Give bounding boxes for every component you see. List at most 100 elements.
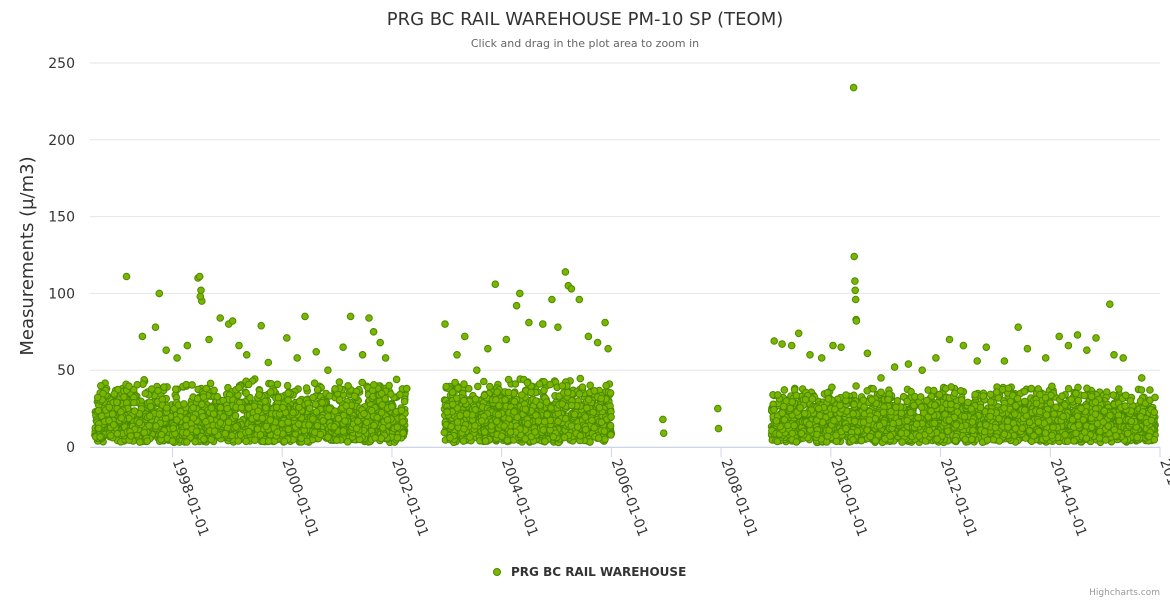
x-tick-label: 2016 bbox=[1156, 457, 1170, 496]
data-point bbox=[481, 428, 489, 436]
data-point bbox=[378, 401, 387, 409]
x-tick-label: 2002-01-01 bbox=[388, 457, 431, 539]
data-point bbox=[558, 382, 567, 390]
data-point bbox=[261, 397, 269, 406]
data-point bbox=[388, 402, 396, 411]
data-point bbox=[189, 414, 198, 422]
data-point bbox=[284, 396, 292, 404]
data-point bbox=[360, 409, 368, 418]
data-point bbox=[242, 389, 250, 397]
data-point bbox=[935, 390, 944, 399]
data-point bbox=[362, 418, 371, 427]
data-point bbox=[460, 396, 468, 405]
x-axis: 1998-01-01 2000-01-01 2002-01-01 2004-01-01… bbox=[90, 447, 1170, 539]
data-point bbox=[105, 403, 114, 412]
data-point bbox=[244, 380, 253, 389]
data-point bbox=[169, 424, 177, 433]
data-point bbox=[371, 434, 379, 442]
data-point bbox=[448, 388, 457, 397]
data-point bbox=[130, 398, 138, 407]
data-point bbox=[145, 422, 153, 430]
data-point bbox=[501, 396, 509, 404]
data-point bbox=[192, 427, 201, 436]
data-point bbox=[228, 431, 236, 440]
data-point bbox=[130, 407, 139, 415]
data-point bbox=[564, 388, 572, 397]
data-point bbox=[266, 388, 275, 396]
data-point bbox=[99, 389, 107, 398]
y-tick-label: 100 bbox=[48, 286, 75, 302]
data-point bbox=[324, 433, 332, 442]
data-point bbox=[393, 423, 402, 432]
data-point bbox=[367, 406, 376, 415]
data-point bbox=[442, 382, 451, 391]
data-point bbox=[600, 427, 609, 436]
data-point bbox=[493, 388, 501, 396]
data-point bbox=[141, 389, 150, 398]
data-point bbox=[462, 410, 471, 418]
data-point bbox=[316, 430, 325, 439]
chart-subtitle: Click and drag in the plot area to zoom … bbox=[471, 37, 699, 50]
data-point bbox=[180, 400, 188, 408]
data-point bbox=[343, 438, 352, 446]
data-point bbox=[113, 398, 121, 407]
data-point bbox=[97, 382, 105, 390]
data-point bbox=[341, 417, 349, 425]
data-point bbox=[478, 417, 486, 425]
data-point bbox=[549, 433, 558, 441]
data-point bbox=[399, 429, 407, 437]
data-point bbox=[333, 436, 341, 445]
data-point bbox=[318, 398, 326, 407]
data-point bbox=[558, 400, 567, 408]
x-tick-label: 1998-01-01 bbox=[169, 457, 212, 539]
data-point bbox=[183, 438, 191, 446]
data-point bbox=[358, 378, 367, 387]
data-point bbox=[313, 421, 322, 430]
data-point bbox=[255, 391, 263, 399]
data-point bbox=[387, 390, 395, 398]
data-point bbox=[500, 422, 508, 430]
data-point bbox=[588, 416, 596, 425]
data-point bbox=[331, 385, 339, 393]
x-tick-label: 2004-01-01 bbox=[498, 457, 541, 539]
data-point bbox=[324, 412, 332, 421]
plot-area[interactable] bbox=[91, 83, 1159, 447]
data-point bbox=[518, 391, 526, 399]
data-point bbox=[152, 422, 160, 430]
data-point bbox=[198, 400, 206, 409]
data-point bbox=[370, 421, 378, 430]
data-point bbox=[94, 424, 103, 433]
data-point bbox=[264, 437, 273, 446]
y-tick-label: 150 bbox=[48, 210, 75, 226]
data-point bbox=[207, 404, 216, 412]
data-point bbox=[219, 413, 228, 421]
data-point bbox=[335, 378, 344, 386]
data-point bbox=[171, 385, 180, 394]
data-point bbox=[399, 418, 407, 426]
data-point bbox=[234, 437, 243, 445]
data-point bbox=[524, 420, 532, 428]
data-point bbox=[312, 408, 321, 416]
data-point bbox=[383, 416, 392, 424]
data-point bbox=[567, 422, 576, 430]
data-point bbox=[237, 403, 246, 412]
data-point bbox=[443, 408, 452, 416]
data-point bbox=[127, 432, 135, 440]
data-point bbox=[527, 388, 535, 397]
data-point bbox=[523, 379, 532, 387]
data-point bbox=[453, 418, 462, 426]
data-point bbox=[453, 394, 461, 402]
data-point bbox=[503, 436, 512, 445]
data-point bbox=[258, 414, 267, 423]
data-point bbox=[350, 392, 359, 401]
data-point bbox=[440, 428, 449, 437]
data-point bbox=[331, 407, 339, 416]
data-point bbox=[342, 402, 351, 410]
data-point bbox=[606, 421, 615, 430]
data-point bbox=[283, 381, 292, 390]
data-point bbox=[373, 413, 382, 422]
data-point bbox=[251, 436, 259, 445]
data-point bbox=[535, 380, 544, 388]
data-point bbox=[182, 415, 190, 424]
data-point bbox=[590, 423, 598, 432]
